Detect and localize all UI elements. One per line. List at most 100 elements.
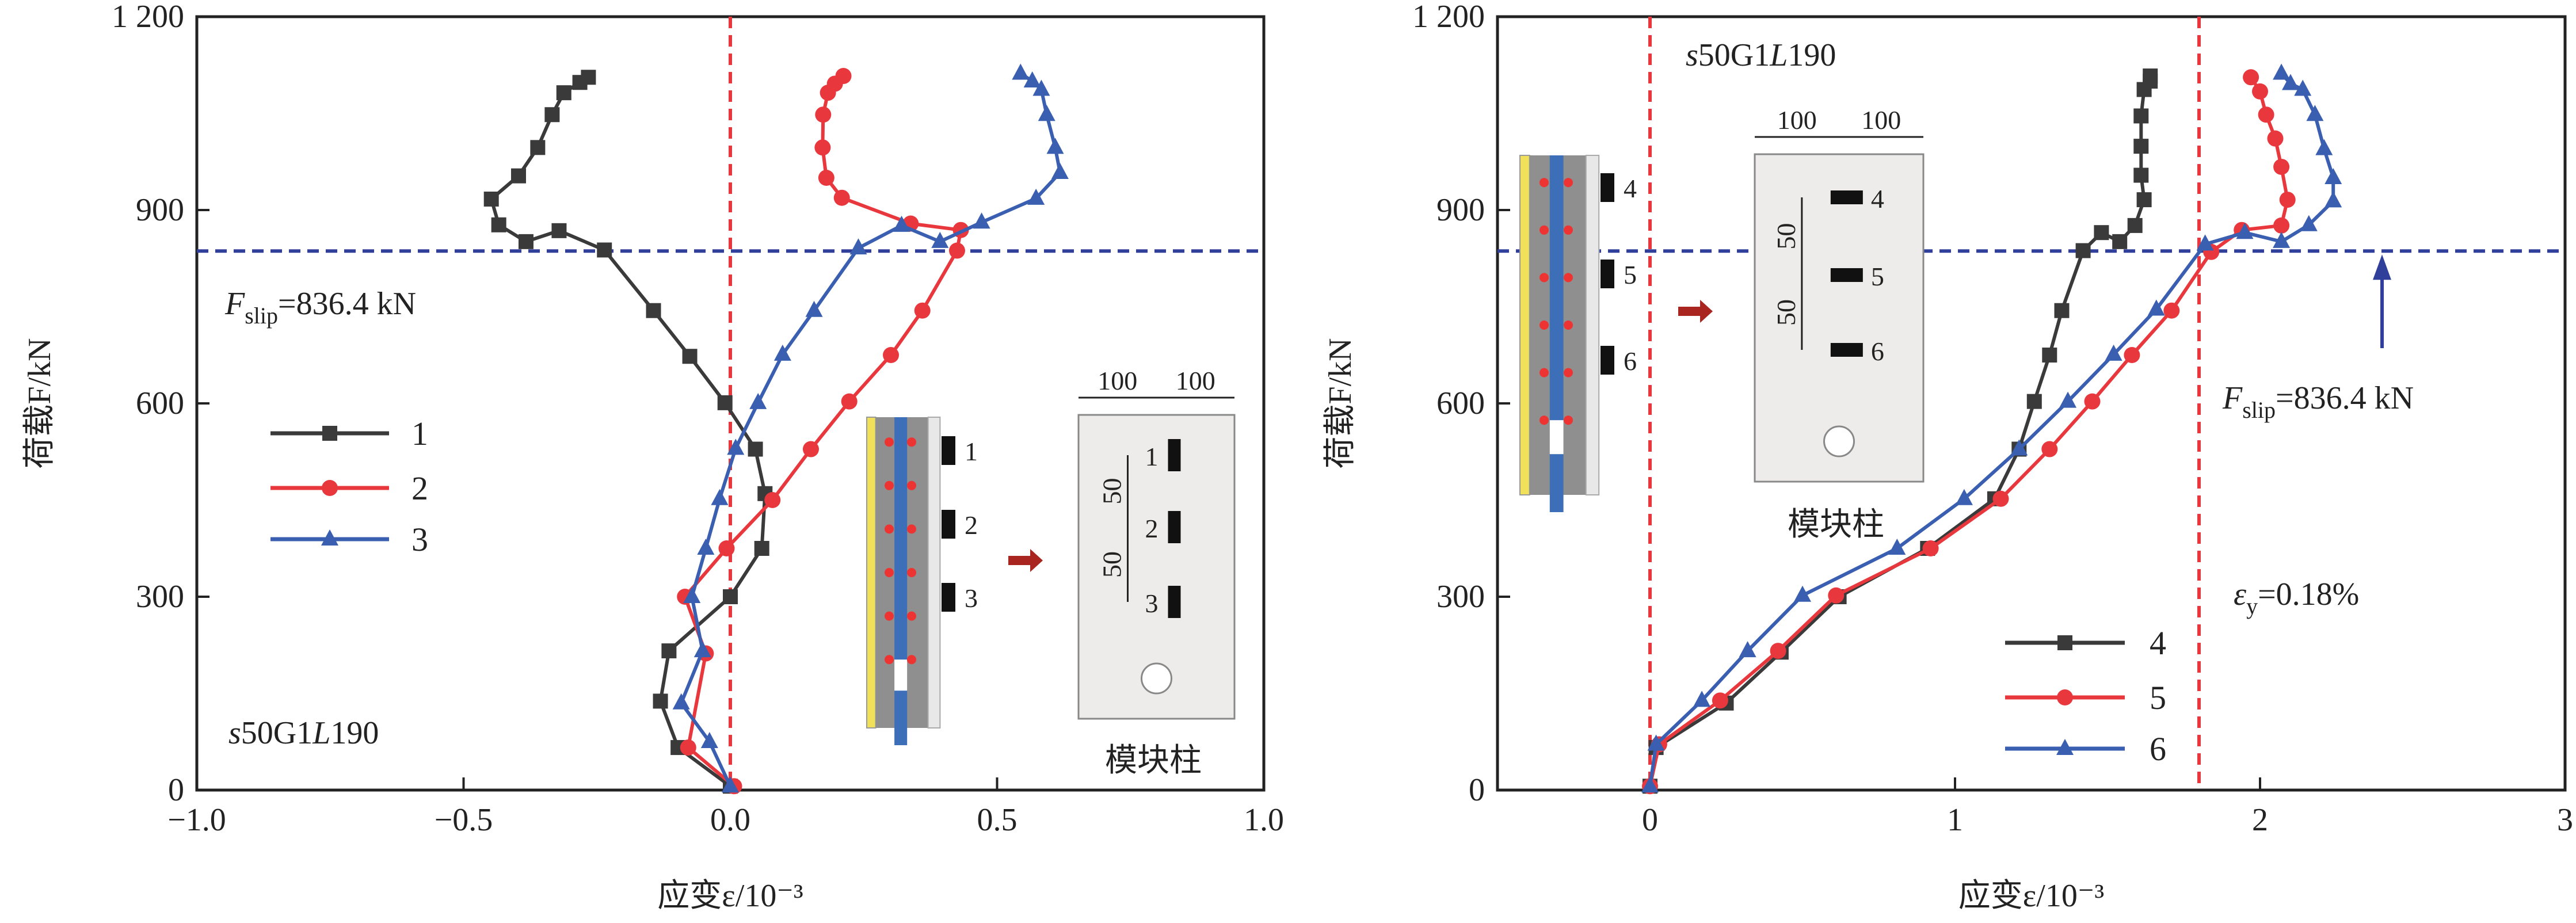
dimension-side-lower: 50	[1771, 299, 1801, 326]
panel-gauge-label: 6	[1871, 337, 1884, 366]
gauge-label: 6	[1624, 346, 1637, 376]
stud	[1539, 321, 1549, 330]
panel-gauge	[1168, 511, 1181, 543]
data-point-3	[727, 438, 745, 455]
panel-gauge-label: 2	[1145, 514, 1159, 543]
panel-gauge-label: 1	[1145, 442, 1159, 471]
yield-strain-value: =0.18%	[2258, 577, 2359, 612]
data-point-5	[2243, 69, 2259, 86]
data-point-3	[1023, 71, 1041, 87]
inset-caption: 模块柱	[1105, 743, 1202, 779]
bolt-hole-icon	[1823, 425, 1855, 457]
data-point-4	[2054, 303, 2070, 318]
data-point-3	[1046, 138, 1064, 154]
panel-gauge	[1830, 343, 1863, 357]
panel-gauge	[1830, 190, 1863, 204]
stud	[907, 611, 916, 621]
yield-strain-subscript: y	[2246, 593, 2258, 619]
data-point-5	[2273, 158, 2290, 175]
stud	[907, 437, 916, 447]
x-tick-label: 1	[1947, 802, 1963, 838]
data-point-1	[682, 349, 698, 364]
data-point-6	[2273, 63, 2291, 80]
data-point-4	[2075, 243, 2091, 258]
legend-label-3: 3	[411, 521, 428, 558]
data-point-1	[551, 223, 567, 238]
data-point-1	[556, 85, 571, 101]
data-point-4	[2042, 348, 2057, 363]
legend-label-1: 1	[411, 415, 428, 452]
data-point-3	[773, 344, 791, 361]
stud	[1564, 368, 1573, 377]
data-point-6	[2147, 299, 2165, 316]
data-point-2	[818, 170, 834, 186]
series-line-5	[1648, 76, 2289, 787]
data-point-2	[764, 492, 781, 508]
fslip-value: =836.4 kN	[2276, 380, 2414, 416]
right-chart: 0 1 2 3 0 300 600 900 1 200 应变ε/10⁻³ 荷载F/kN 4 5 6 100 1…	[1323, 0, 2573, 914]
data-point-2	[841, 393, 858, 410]
x-tick-label: −1.0	[167, 802, 226, 838]
data-point-5	[2252, 83, 2268, 100]
dimension-side-upper: 50	[1771, 223, 1801, 250]
data-point-6	[1888, 539, 1906, 555]
data-point-3	[849, 238, 867, 255]
data-point-5	[2084, 393, 2101, 410]
data-point-3	[722, 776, 739, 793]
data-point-6	[1955, 489, 1973, 505]
series-1: 1	[270, 70, 773, 794]
stud	[907, 480, 916, 490]
data-point-2	[814, 139, 831, 156]
legend-marker-1	[322, 426, 337, 441]
legend-marker-3	[321, 529, 338, 546]
cover-layer	[927, 417, 941, 729]
stud	[1564, 225, 1573, 235]
steel-plate	[1519, 155, 1530, 495]
data-point-6	[2059, 391, 2077, 408]
legend-marker-2	[322, 480, 338, 496]
stud	[907, 524, 916, 534]
rebar	[1549, 155, 1564, 512]
data-point-6	[2236, 223, 2254, 239]
legend-marker-5	[2057, 689, 2073, 705]
strain-gauge	[942, 510, 955, 539]
stud	[885, 480, 894, 490]
data-point-4	[2143, 68, 2158, 84]
data-point-2	[948, 242, 965, 259]
data-point-1	[581, 70, 596, 85]
stud	[885, 655, 894, 665]
data-point-4	[2127, 218, 2143, 233]
arrow-right-icon	[1008, 549, 1043, 572]
x-tick-label: 0.5	[977, 802, 1018, 838]
stud	[885, 611, 894, 621]
data-point-6	[1647, 734, 1665, 751]
fslip-subscript: slip	[245, 303, 278, 329]
data-point-6	[2294, 79, 2312, 96]
data-point-1	[544, 107, 560, 123]
strain-gauge	[1601, 173, 1614, 202]
fslip-symbol: F	[2222, 380, 2243, 416]
stud	[1564, 415, 1573, 425]
stud	[1539, 368, 1549, 377]
dimension-side-lower: 50	[1098, 551, 1127, 578]
dimension-top-left: 100	[1777, 105, 1817, 135]
column-section-drawing	[1519, 155, 1614, 512]
specimen-L: L	[1769, 37, 1788, 73]
data-point-5	[1828, 587, 1845, 604]
y-tick-label: 300	[1436, 579, 1485, 615]
gauge-label: 4	[1624, 174, 1637, 203]
arrow-right-icon	[1678, 300, 1713, 323]
yield-strain-annotation: εy=0.18%	[2234, 577, 2359, 619]
y-tick-label: 1 200	[112, 0, 184, 35]
data-point-4	[2026, 394, 2042, 409]
data-point-4	[2136, 192, 2152, 208]
specimen-mid: 50G1	[1698, 37, 1770, 73]
data-point-6	[2300, 215, 2318, 231]
data-point-4	[2112, 234, 2128, 249]
specimen-label: s50G1L190	[1686, 37, 1836, 73]
y-tick-label: 900	[1436, 192, 1485, 228]
data-point-6	[2325, 168, 2342, 184]
yield-strain-symbol: ε	[2234, 577, 2247, 612]
dimension-top-right: 100	[1176, 366, 1215, 395]
data-point-3	[973, 212, 990, 229]
